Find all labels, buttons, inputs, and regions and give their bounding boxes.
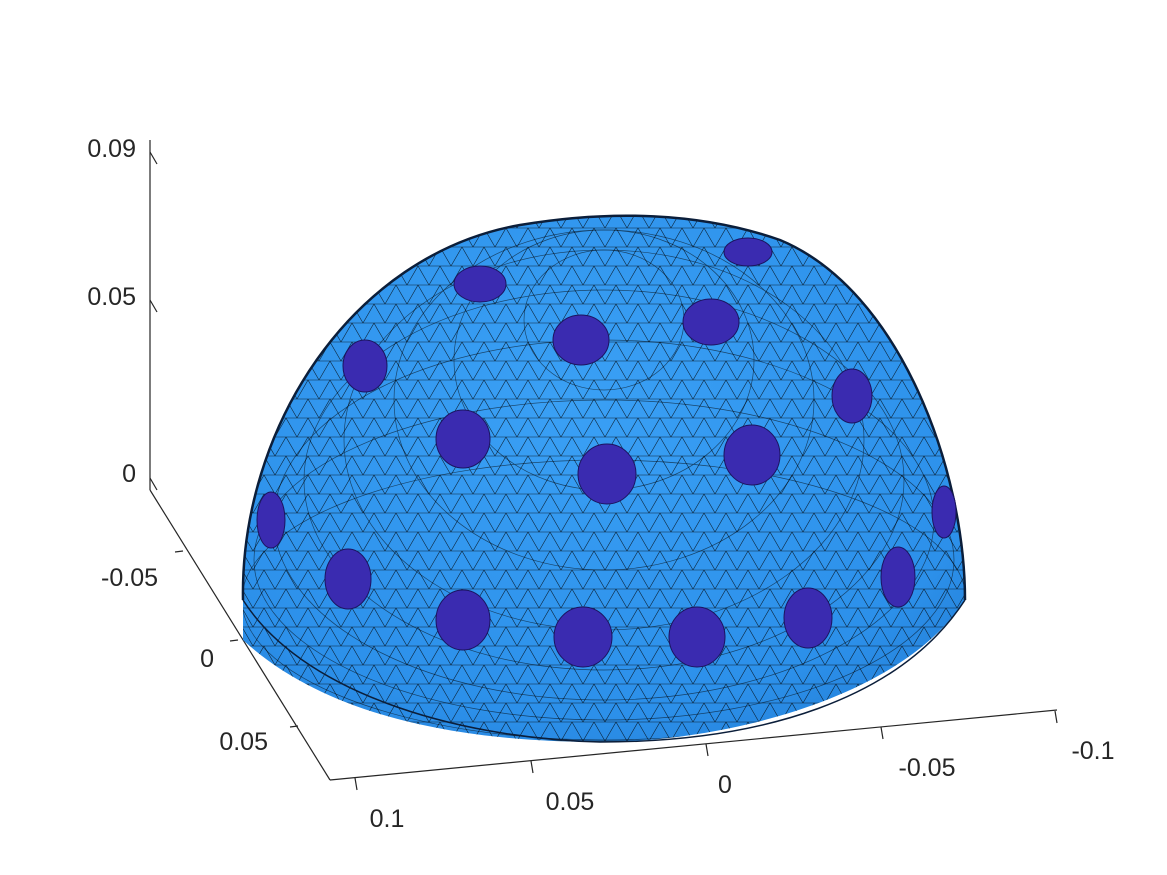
y-tick-label: 0 <box>200 645 214 673</box>
electrode <box>342 339 388 393</box>
electrode <box>256 491 286 549</box>
x-tick <box>1054 710 1058 724</box>
axes-frame <box>149 140 1058 781</box>
z-tick-label: 0 <box>122 460 136 488</box>
electrode <box>783 587 833 649</box>
x-axis-line <box>329 709 1058 781</box>
electrode <box>880 546 916 608</box>
x-tick <box>880 726 884 740</box>
y-tick-label: 0.05 <box>219 728 268 756</box>
electrode <box>435 409 491 469</box>
x-tick <box>354 777 358 791</box>
x-tick-label: -0.1 <box>1071 737 1114 765</box>
tick-marks <box>149 151 1058 791</box>
x-tick-label: 0.1 <box>370 805 405 833</box>
x-tick <box>705 743 709 757</box>
x-tick-label: 0.05 <box>546 788 595 816</box>
z-tick-label: 0.05 <box>87 283 136 311</box>
electrode <box>553 606 613 668</box>
z-tick <box>149 151 158 165</box>
electrode <box>723 237 773 267</box>
electrode <box>453 265 507 303</box>
y-tick <box>289 725 299 728</box>
electrode <box>723 424 781 486</box>
z-tick-labels: 0.09 0.05 0 <box>87 135 136 488</box>
electrode <box>552 314 610 366</box>
electrodes <box>256 237 957 668</box>
z-tick-label: 0.09 <box>87 135 136 163</box>
electrode <box>577 443 637 505</box>
electrode <box>668 606 726 668</box>
electrode <box>435 589 491 651</box>
x-tick-label: -0.05 <box>899 754 956 782</box>
x-tick-labels: 0.1 0.05 0 -0.05 -0.1 <box>370 737 1115 833</box>
y-tick-label: -0.05 <box>101 564 158 592</box>
electrode <box>324 548 372 610</box>
electrode <box>831 368 873 424</box>
z-tick <box>149 299 158 313</box>
electrode <box>931 485 957 539</box>
y-tick <box>174 550 184 553</box>
x-tick <box>530 760 534 774</box>
y-tick <box>229 639 239 642</box>
y-axis-line <box>149 489 331 781</box>
x-tick-label: 0 <box>718 771 732 799</box>
y-tick-labels: -0.05 0 0.05 <box>101 564 268 756</box>
electrode <box>682 298 740 346</box>
z-tick <box>149 477 158 491</box>
